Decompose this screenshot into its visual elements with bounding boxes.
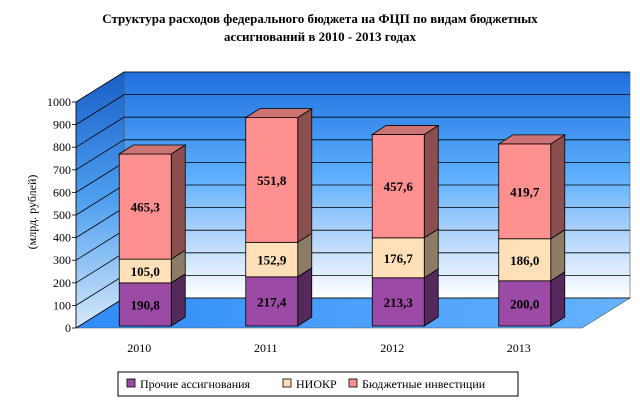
chart-title-line1: Структура расходов федерального бюджета … xyxy=(102,11,538,26)
bar-side-2012-0 xyxy=(423,268,439,327)
bar-top-2012 xyxy=(370,125,440,135)
data-label-2011-2: 551,8 xyxy=(257,173,287,188)
data-label-2013-0: 200,0 xyxy=(510,296,539,311)
gridline xyxy=(75,116,630,148)
gridline xyxy=(75,94,630,125)
chart-title-line2: ассигнований в 2010 - 2013 годах xyxy=(224,29,416,44)
y-tick-label: 900 xyxy=(53,118,71,132)
y-tick-label: 700 xyxy=(53,163,71,177)
y-tick-label: 1000 xyxy=(47,95,71,109)
y-tick-label: 0 xyxy=(65,321,71,335)
y-tick-label: 400 xyxy=(53,231,71,245)
bar-side-2011-2 xyxy=(297,107,313,244)
bar-segment-2012-1 xyxy=(371,237,425,279)
y-tick-label: 100 xyxy=(53,298,71,312)
data-label-2013-1: 186,0 xyxy=(510,253,539,268)
legend-swatch-rnd xyxy=(282,378,292,388)
data-label-2010-1: 105,0 xyxy=(131,264,160,279)
bar-side-2013-0 xyxy=(550,271,566,327)
bar-top-2013 xyxy=(497,134,567,145)
legend-frame xyxy=(117,371,519,397)
x-tick-label-2010: 2010 xyxy=(127,341,151,355)
y-tick-label: 200 xyxy=(53,276,71,290)
bar-side-2012-2 xyxy=(423,124,439,239)
bar-segment-2013-0 xyxy=(498,280,552,327)
bar-segment-2010-0 xyxy=(118,282,172,327)
y-tick-label: 600 xyxy=(53,185,71,199)
data-label-2010-0: 190,8 xyxy=(131,297,161,312)
legend-label-other: Прочие ассигнования xyxy=(140,377,251,391)
bar-segment-2013-1 xyxy=(498,238,552,282)
bar-side-2010-2 xyxy=(170,144,186,260)
bar-top-2011 xyxy=(244,108,314,119)
gridline xyxy=(75,71,630,103)
data-label-2011-0: 217,4 xyxy=(257,294,287,309)
data-label-2010-2: 465,3 xyxy=(131,200,161,215)
bar-segment-2012-2 xyxy=(371,134,425,239)
gridline xyxy=(75,139,630,171)
bar-side-2013-2 xyxy=(550,134,566,240)
x-tick-label-2013: 2013 xyxy=(507,341,531,355)
bar-segment-2011-2 xyxy=(245,117,299,243)
data-label-2011-1: 152,9 xyxy=(257,253,287,268)
plot-area: 0 100 200 300 400 500 600 700 800 900 1000 190,8 105… xyxy=(47,71,632,355)
bar-segment-2010-2 xyxy=(118,153,172,260)
bar-side-2011-0 xyxy=(297,267,313,327)
legend-label-investments: Бюджетные инвестиции xyxy=(362,377,486,391)
y-axis-label: (млрд. рублей) xyxy=(25,175,39,250)
data-label-2012-0: 213,3 xyxy=(384,295,414,310)
x-tick-label-2012: 2012 xyxy=(380,341,404,355)
y-tick-label: 300 xyxy=(53,253,71,267)
data-label-2013-2: 419,7 xyxy=(510,184,540,199)
legend-swatch-investments xyxy=(348,378,358,388)
bar-segment-2011-1 xyxy=(245,241,299,278)
legend: Прочие ассигнования НИОКР Бюджетные инве… xyxy=(117,371,519,397)
data-label-2012-1: 176,7 xyxy=(384,251,414,266)
bar-top-2010 xyxy=(117,144,187,155)
y-tick-label: 800 xyxy=(53,140,71,154)
bar-segment-2013-2 xyxy=(498,143,552,240)
x-tick-label-2011: 2011 xyxy=(254,341,278,355)
legend-label-rnd: НИОКР xyxy=(296,377,337,391)
data-label-2012-2: 457,6 xyxy=(384,179,414,194)
legend-swatch-other xyxy=(126,378,136,388)
y-tick-label: 500 xyxy=(53,208,71,222)
